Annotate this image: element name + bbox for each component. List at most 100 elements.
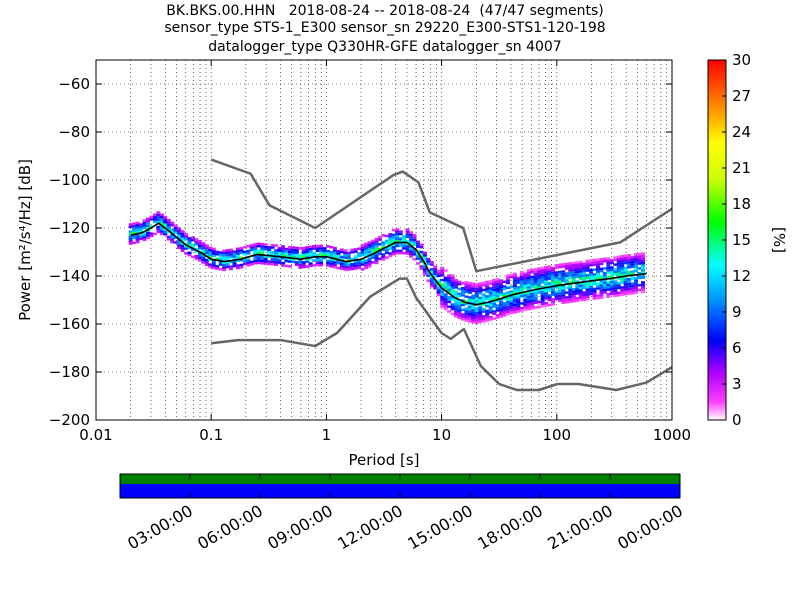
heatmap-cell (447, 295, 452, 299)
heatmap-cell (384, 251, 389, 255)
heatmap-cell (343, 263, 348, 267)
heatmap-cell (568, 298, 573, 301)
heatmap-cell (526, 305, 531, 308)
timeline-tick-label: 03:00:00 (124, 501, 196, 553)
heatmap-cell (478, 320, 483, 324)
heatmap-cell (433, 265, 438, 268)
heatmap-cell (280, 247, 285, 250)
heatmap-cell (554, 290, 559, 293)
heatmap-cell (627, 278, 632, 281)
heatmap-cell (329, 245, 334, 249)
heatmap-cell (329, 260, 334, 263)
heatmap-cell (630, 258, 635, 261)
heatmap-cell (260, 247, 265, 251)
heatmap-cell (222, 268, 227, 272)
heatmap-cell (440, 288, 445, 291)
heatmap-cell (201, 249, 206, 252)
heatmap-cell (640, 288, 645, 291)
heatmap-cell (170, 224, 175, 227)
heatmap-cell (495, 314, 500, 317)
heatmap-cell (474, 299, 479, 303)
heatmap-cell (550, 279, 555, 282)
heatmap-cell (184, 235, 189, 238)
heatmap-cell (415, 243, 420, 246)
heatmap-cell (550, 286, 555, 289)
heatmap-cell (516, 281, 521, 284)
heatmap-cell (215, 253, 220, 256)
heatmap-cell (325, 259, 330, 262)
heatmap-cell (287, 248, 292, 251)
heatmap-cell (547, 303, 552, 307)
heatmap-cell (478, 287, 483, 290)
heatmap-cell (454, 291, 459, 294)
heatmap-cell (357, 264, 362, 267)
heatmap-cell (478, 315, 483, 319)
heatmap-cell (464, 290, 469, 294)
heatmap-cell (260, 250, 265, 253)
heatmap-cell (409, 252, 414, 256)
heatmap-cell (170, 221, 175, 225)
heatmap-cell (623, 273, 628, 277)
heatmap-cell (322, 256, 327, 260)
heatmap-cell (630, 270, 635, 273)
heatmap-cell (481, 295, 486, 299)
heatmap-cell (616, 265, 621, 268)
heatmap-cell (505, 300, 510, 304)
heatmap-cell (374, 261, 379, 265)
heatmap-cell (540, 273, 545, 277)
heatmap-cell (412, 243, 417, 246)
heatmap-cell (627, 263, 632, 267)
heatmap-cell (370, 254, 375, 257)
heatmap-cell (360, 263, 365, 266)
heatmap-cell (395, 232, 400, 236)
heatmap-cell (616, 258, 621, 261)
heatmap-cell (370, 239, 375, 243)
heatmap-cell (474, 285, 479, 288)
timeline-tick-label: 09:00:00 (264, 501, 336, 553)
heatmap-cell (530, 304, 535, 308)
heatmap-cell (145, 236, 150, 240)
heatmap-cell (640, 271, 645, 275)
heatmap-cell (609, 278, 614, 281)
heatmap-cell (464, 319, 469, 322)
heatmap-cell (554, 266, 559, 269)
heatmap-cell (429, 260, 434, 264)
heatmap-cell (606, 281, 611, 284)
heatmap-cell (592, 258, 597, 262)
heatmap-cell (561, 299, 566, 302)
heatmap-cell (422, 268, 427, 271)
heatmap-cell (412, 241, 417, 244)
heatmap-cell (253, 262, 258, 265)
heatmap-cell (537, 291, 542, 294)
heatmap-cell (537, 274, 542, 277)
heatmap-cell (232, 260, 237, 263)
heatmap-cell (530, 275, 535, 279)
heatmap-cell (128, 223, 133, 226)
heatmap-cell (163, 223, 168, 226)
heatmap-cell (640, 266, 645, 270)
heatmap-cell (402, 237, 407, 240)
heatmap-cell (339, 262, 344, 266)
heatmap-cell (454, 303, 459, 306)
heatmap-cell (184, 247, 189, 250)
heatmap-cell (568, 295, 573, 299)
heatmap-cell (201, 242, 206, 245)
psd-curves (130, 158, 672, 392)
heatmap-cell (329, 262, 334, 266)
heatmap-cell (592, 297, 597, 300)
heatmap-cell (409, 250, 414, 253)
heatmap-cell (450, 274, 455, 277)
heatmap-cell (409, 236, 414, 239)
heatmap-cell (595, 260, 600, 264)
heatmap-cell (533, 301, 538, 304)
heatmap-cell (571, 288, 576, 291)
x-axis-ticks: 0.01 0.1 1 10 100 1000 (79, 60, 691, 444)
heatmap-cell (332, 258, 337, 262)
heatmap-cell (194, 247, 199, 251)
heatmap-cell (623, 290, 628, 293)
heatmap-cell (343, 261, 348, 264)
heatmap-cell (447, 298, 452, 301)
heatmap-cell (395, 240, 400, 243)
heatmap-cell (419, 250, 424, 254)
heatmap-cell (578, 291, 583, 295)
